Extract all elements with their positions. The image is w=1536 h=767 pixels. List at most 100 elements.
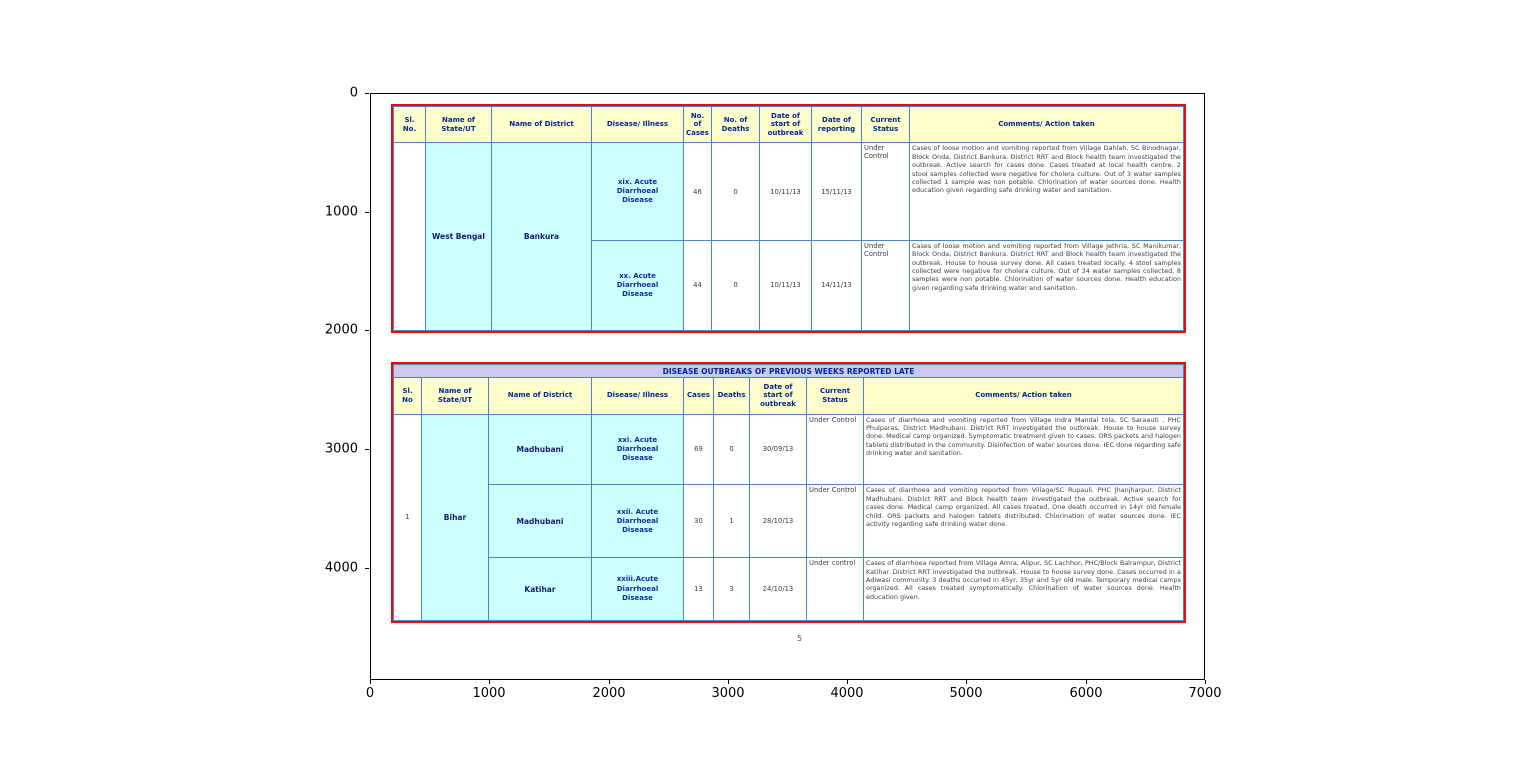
district-cell: Madhubani xyxy=(488,484,592,559)
header-district: Name of District xyxy=(488,377,592,415)
outbreak-table-reported-late: DISEASE OUTBREAKS OF PREVIOUS WEEKS REPO… xyxy=(391,362,1186,623)
deaths-value: 0 xyxy=(713,413,750,486)
x-tick-mark xyxy=(847,680,848,684)
x-tick-label: 6000 xyxy=(1069,686,1103,701)
page-number: 5 xyxy=(797,634,803,643)
header-state: Name of State/UT xyxy=(421,377,489,415)
reporting-date-value: 14/11/13 xyxy=(811,239,862,332)
start-date-value: 28/10/13 xyxy=(749,484,807,559)
y-tick-mark xyxy=(365,568,369,569)
x-tick-label: 5000 xyxy=(949,686,983,701)
x-tick-mark xyxy=(1086,680,1087,684)
table1-row-xix: West Bengal Bankura xix. Acute Diarrhoea… xyxy=(393,142,1184,331)
state-cell: Bihar xyxy=(421,413,489,622)
table2-header-row: Sl. No Name of State/UT Name of District… xyxy=(393,377,1184,415)
status-value: Under Control xyxy=(806,484,864,559)
header-disease: Disease/ Illness xyxy=(591,377,684,415)
cases-value: 46 xyxy=(683,142,712,241)
y-tick-mark xyxy=(365,93,369,94)
outbreak-table-2: DISEASE OUTBREAKS OF PREVIOUS WEEKS REPO… xyxy=(393,363,1184,622)
comments-text: Cases of diarrhoea and vomiting reported… xyxy=(863,413,1184,486)
x-tick-label: 0 xyxy=(365,686,375,701)
header-cases: No. of Cases xyxy=(683,105,712,144)
district-cell: Bankura xyxy=(491,142,592,331)
x-tick-mark xyxy=(370,680,371,684)
disease-cell: xxi. Acute Diarrhoeal Disease xyxy=(591,413,684,486)
comments-text: Cases of diarrhoea reported from Village… xyxy=(863,557,1184,621)
y-tick-label: 2000 xyxy=(324,322,358,338)
disease-cell: xx. Acute Diarrhoeal Disease xyxy=(591,239,684,332)
y-tick-mark xyxy=(365,330,369,331)
x-tick-mark xyxy=(489,680,490,684)
deaths-value: 0 xyxy=(711,142,760,241)
start-date-value: 10/11/13 xyxy=(759,142,812,241)
x-tick-label: 3000 xyxy=(711,686,745,701)
start-date-value: 10/11/13 xyxy=(759,239,812,332)
disease-cell: xix. Acute Diarrhoeal Disease xyxy=(591,142,684,241)
table2-title: DISEASE OUTBREAKS OF PREVIOUS WEEKS REPO… xyxy=(393,363,1184,379)
y-tick-label: 0 xyxy=(349,85,358,101)
x-tick-label: 1000 xyxy=(472,686,506,701)
header-status: Current Status xyxy=(861,105,910,144)
cases-value: 44 xyxy=(683,239,712,332)
table2-title-row: DISEASE OUTBREAKS OF PREVIOUS WEEKS REPO… xyxy=(393,363,1184,379)
disease-cell: xxiii.Acute Diarrhoeal Disease xyxy=(591,557,684,621)
header-start-date: Date of start of outbreak xyxy=(759,105,812,144)
header-district: Name of District xyxy=(491,105,592,144)
reporting-date-value: 15/11/13 xyxy=(811,142,862,241)
comments-text: Cases of diarrhoea and vomiting reported… xyxy=(863,484,1184,559)
header-start-date: Date of start of outbreak xyxy=(749,377,807,415)
outbreak-table-1: Sl. No. Name of State/UT Name of Distric… xyxy=(393,105,1184,332)
table2-row-xxi: 1 Bihar Madhubani xxi. Acute Diarrhoeal … xyxy=(393,413,1184,622)
header-state: Name of State/UT xyxy=(425,105,492,144)
plot-axes: Sl. No. Name of State/UT Name of Distric… xyxy=(370,93,1205,680)
header-deaths: Deaths xyxy=(713,377,750,415)
status-value: Under Control xyxy=(806,413,864,486)
disease-cell: xxii. Acute Diarrhoeal Disease xyxy=(591,484,684,559)
x-tick-mark xyxy=(966,680,967,684)
x-tick-mark xyxy=(609,680,610,684)
status-value: Under Control xyxy=(861,142,910,241)
header-comments: Comments/ Action taken xyxy=(863,377,1184,415)
outbreak-table-current-week: Sl. No. Name of State/UT Name of Distric… xyxy=(391,104,1186,333)
deaths-value: 3 xyxy=(713,557,750,621)
x-tick-mark xyxy=(1205,680,1206,684)
table1-row-xx: xx. Acute Diarrhoeal Disease 44 0 10/11/… xyxy=(394,239,1184,332)
header-comments: Comments/ Action taken xyxy=(909,105,1184,144)
header-status: Current Status xyxy=(806,377,864,415)
start-date-value: 30/09/13 xyxy=(749,413,807,486)
table2-row-xxiii: Katihar xxiii.Acute Diarrhoeal Disease 1… xyxy=(394,557,1184,621)
status-value: Under Control xyxy=(861,239,910,332)
x-tick-mark xyxy=(728,680,729,684)
sl-no-cell: 1 xyxy=(393,413,422,622)
sl-no-cell xyxy=(393,142,426,331)
header-reporting-date: Date of reporting xyxy=(811,105,862,144)
header-deaths: No. of Deaths xyxy=(711,105,760,144)
y-tick-label: 4000 xyxy=(324,560,358,576)
y-tick-mark xyxy=(365,449,369,450)
status-value: Under control xyxy=(806,557,864,621)
comments-text: Cases of loose motion and vomiting repor… xyxy=(909,142,1184,241)
deaths-value: 0 xyxy=(711,239,760,332)
cases-value: 30 xyxy=(683,484,714,559)
x-tick-label: 2000 xyxy=(592,686,626,701)
deaths-value: 1 xyxy=(713,484,750,559)
comments-text: Cases of loose motion and vomiting repor… xyxy=(909,239,1184,332)
table2-row-xxii: Madhubani xxii. Acute Diarrhoeal Disease… xyxy=(394,484,1184,559)
y-tick-label: 3000 xyxy=(324,441,358,457)
x-tick-label: 4000 xyxy=(830,686,864,701)
header-sl-no: Sl. No. xyxy=(393,105,426,144)
start-date-value: 24/10/13 xyxy=(749,557,807,621)
state-cell: West Bengal xyxy=(425,142,492,331)
district-cell: Katihar xyxy=(488,557,592,621)
table1-header-row: Sl. No. Name of State/UT Name of Distric… xyxy=(393,105,1184,144)
y-tick-label: 1000 xyxy=(324,204,358,220)
header-sl-no: Sl. No xyxy=(393,377,422,415)
y-tick-mark xyxy=(365,212,369,213)
cases-value: 13 xyxy=(683,557,714,621)
district-cell: Madhubani xyxy=(488,413,592,486)
cases-value: 69 xyxy=(683,413,714,486)
x-tick-label: 7000 xyxy=(1188,686,1222,701)
header-disease: Disease/ Illness xyxy=(591,105,684,144)
header-cases: Cases xyxy=(683,377,714,415)
